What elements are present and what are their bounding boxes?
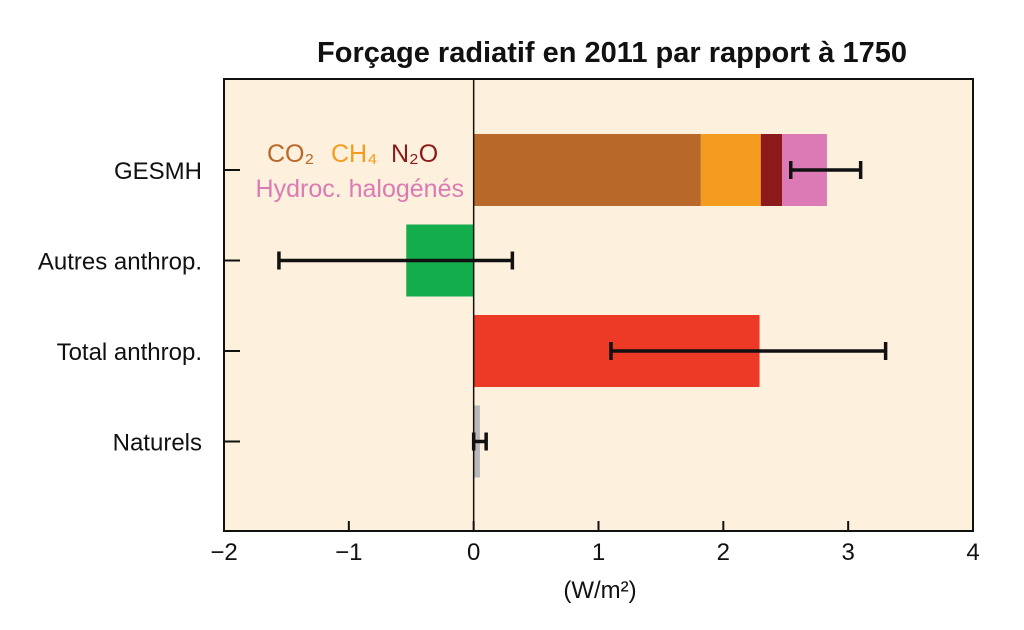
legend: CO₂ CH₄ N₂O Hydroc. halogénés — [256, 140, 464, 203]
x-tick-label: 3 — [841, 539, 854, 566]
x-tick-label: 0 — [467, 539, 480, 566]
x-tick-label: −2 — [210, 539, 237, 566]
x-tick-label: −1 — [335, 539, 362, 566]
x-tick-label: 4 — [966, 539, 979, 566]
legend-halocarbons: Hydroc. halogénés — [256, 175, 464, 203]
x-tick-label: 2 — [717, 539, 730, 566]
error-bar — [788, 161, 863, 179]
bar-segment — [700, 134, 761, 206]
legend-n2o: N₂O — [391, 140, 438, 168]
bar-segment — [760, 134, 783, 206]
error-bar — [609, 342, 888, 360]
error-bar — [471, 432, 488, 451]
x-tick-label: 1 — [592, 539, 605, 566]
y-tick-label: Naturels — [113, 430, 202, 457]
y-tick-label: Autres anthrop. — [38, 249, 202, 276]
y-tick-label: GESMH — [114, 158, 202, 185]
bar-segment — [473, 134, 701, 206]
error-bar — [277, 251, 515, 270]
chart-title: Forçage radiatif en 2011 par rapport à 1… — [317, 37, 907, 69]
y-tick-label: Total anthrop. — [57, 339, 202, 366]
x-axis-label: (W/m²) — [563, 577, 636, 604]
legend-ch4: CH₄ — [331, 140, 377, 168]
legend-co2: CO₂ — [267, 140, 314, 168]
